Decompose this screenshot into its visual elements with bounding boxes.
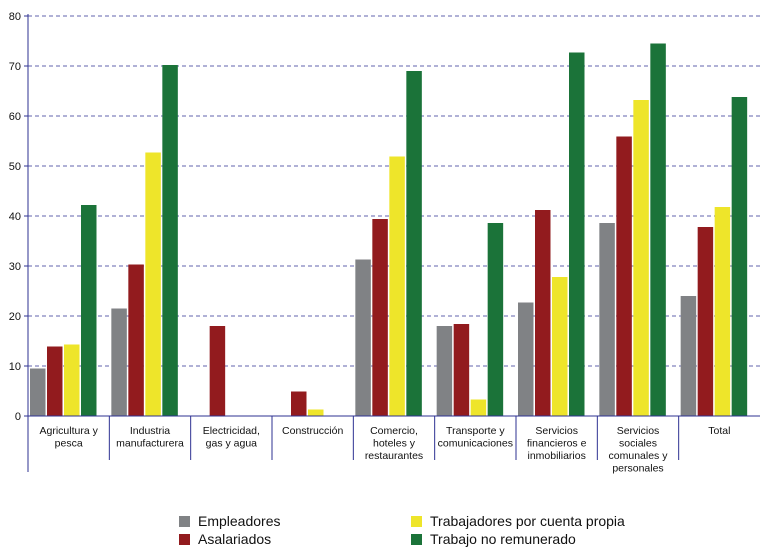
x-category-label: Construcción (282, 425, 343, 437)
bar (81, 205, 97, 416)
y-tick-labels: 0 10 20 30 40 50 60 70 80 (9, 11, 21, 423)
x-category-labels: Agricultura y pesca Industria manufacturera… (39, 425, 730, 475)
x-category-label: Comercio, hoteles y restaurantes (365, 425, 423, 462)
bar (355, 259, 371, 416)
bar (436, 326, 453, 416)
bar (372, 219, 388, 416)
bar (518, 302, 534, 416)
x-category-label: Electricidad, gas y agua (203, 425, 260, 450)
x-category-label-line: gas y agua (206, 438, 258, 450)
bar (64, 344, 80, 416)
y-tick-label: 0 (15, 411, 21, 423)
bar (145, 152, 161, 416)
x-category-label-line: inmobiliarios (527, 450, 585, 462)
bar (308, 409, 324, 416)
bar (389, 156, 405, 416)
bar (487, 223, 504, 416)
x-category-label-line: Comercio, (370, 425, 418, 437)
y-tick-label: 70 (9, 61, 21, 73)
x-category-label-line: personales (612, 463, 663, 475)
bar (291, 391, 307, 416)
x-category-label-line: Electricidad, (203, 425, 260, 437)
bar (162, 65, 178, 416)
bar (128, 264, 144, 416)
x-category-label-line: sociales (619, 438, 657, 450)
bar (697, 227, 714, 416)
y-tick-label: 50 (9, 161, 21, 173)
x-category-label: Servicios financieros e inmobiliarios (527, 425, 587, 462)
bar (569, 52, 585, 416)
bar (633, 100, 649, 416)
x-category-label-line: Industria (130, 425, 170, 437)
x-category-label-line: Total (708, 425, 730, 437)
bar (111, 308, 127, 416)
x-category-label-line: Transporte y (446, 425, 505, 437)
x-category-label-line: manufacturera (116, 438, 184, 450)
bar (30, 368, 46, 416)
bar (616, 136, 632, 416)
bar (714, 207, 731, 416)
x-category-label-line: Construcción (282, 425, 343, 437)
bar (650, 43, 666, 416)
bar (47, 346, 63, 416)
x-category-label-line: Servicios (617, 425, 660, 437)
x-category-label-line: pesca (55, 438, 83, 450)
y-tick-label: 30 (9, 261, 21, 273)
x-category-label: Total (708, 425, 730, 437)
x-category-label: Agricultura y pesca (39, 425, 98, 450)
x-category-label-line: comunales y (609, 450, 669, 462)
x-category-label-line: restaurantes (365, 450, 423, 462)
y-tick-label: 20 (9, 311, 21, 323)
x-category-label-line: Servicios (535, 425, 578, 437)
bar (599, 223, 615, 416)
y-tick-label: 40 (9, 211, 21, 223)
y-tick-label: 60 (9, 111, 21, 123)
bars (30, 43, 748, 416)
bar (453, 324, 470, 416)
bar (406, 71, 422, 416)
bar (731, 97, 748, 416)
x-category-label: Servicios sociales comunales y personales (609, 425, 669, 475)
axes (24, 14, 760, 472)
bar (552, 277, 568, 416)
y-tick-label: 10 (9, 361, 21, 373)
bar (680, 296, 697, 416)
bar (535, 210, 551, 416)
bar (470, 399, 487, 416)
x-category-label-line: hoteles y (373, 438, 416, 450)
y-tick-label: 80 (9, 11, 21, 23)
x-category-label: Transporte y comunicaciones (438, 425, 513, 450)
x-category-label: Industria manufacturera (116, 425, 184, 450)
x-category-label-line: Agricultura y (39, 425, 98, 437)
bar (209, 326, 226, 416)
x-category-label-line: comunicaciones (438, 438, 513, 450)
x-category-label-line: financieros e (527, 438, 587, 450)
